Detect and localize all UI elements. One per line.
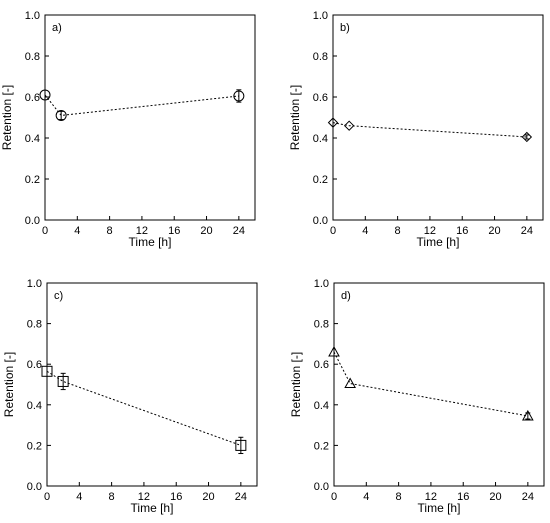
- y-tick-label: 0.0: [27, 481, 42, 493]
- y-tick-label: 0.2: [25, 174, 40, 186]
- x-tick-label: 12: [424, 225, 436, 237]
- chart-panel-3: 0.0 0.2 0.4 0.6 0.8 1.0 0 4 8 12 16 20 24 Time [h] Ret…: [2, 278, 258, 515]
- x-tick-label: 12: [136, 225, 148, 237]
- x-axis-title: Time [h]: [129, 235, 172, 249]
- y-tick-label: 0.6: [314, 359, 329, 371]
- y-axis-title: Retention [-]: [2, 352, 16, 417]
- x-tick-label: 24: [233, 225, 245, 237]
- data-point: [39, 89, 51, 101]
- y-tick-label: 0.8: [313, 51, 328, 63]
- x-axis-title: Time [h]: [417, 235, 460, 249]
- x-tick-label: 4: [362, 225, 368, 237]
- data-point: [343, 120, 355, 131]
- y-axis-title: Retention [-]: [289, 352, 303, 417]
- y-tick-label: 0.8: [314, 319, 329, 331]
- x-tick-label: 20: [488, 225, 500, 237]
- y-tick-label: 1.0: [314, 278, 329, 290]
- data-point: [55, 109, 67, 121]
- x-tick-label: 20: [489, 491, 501, 503]
- plot-frame: [44, 14, 256, 221]
- chart-panel-4: 0.0 0.2 0.4 0.6 0.8 1.0 0 4 8 12 16 20 24 Time [h] Ret…: [289, 278, 545, 515]
- x-tick-label: 8: [107, 225, 113, 237]
- x-tick-label: 4: [363, 491, 369, 503]
- y-tick-label: 1.0: [25, 10, 40, 22]
- y-tick-label: 0.8: [25, 51, 40, 63]
- x-tick-label: 4: [76, 491, 82, 503]
- panel-label: c): [54, 290, 63, 302]
- x-tick-label: 20: [200, 225, 212, 237]
- panel-label: a): [52, 22, 62, 34]
- x-tick-label: 12: [138, 491, 150, 503]
- chart-panel-2: 0.0 0.2 0.4 0.6 0.8 1.0 0 4 8 12 16 20 24 Time [h] Ret…: [288, 10, 544, 249]
- x-tick-label: 20: [202, 491, 214, 503]
- x-tick-label: 0: [331, 491, 337, 503]
- x-tick-label: 0: [44, 491, 50, 503]
- x-axis-title: Time [h]: [131, 501, 174, 515]
- data-point: [41, 365, 53, 377]
- panel-label: b): [340, 22, 350, 34]
- x-axis-title: Time [h]: [418, 501, 461, 515]
- y-tick-label: 0.4: [27, 400, 42, 412]
- x-tick-label: 0: [330, 225, 336, 237]
- y-tick-label: 0.0: [313, 215, 328, 227]
- data-point: [327, 117, 339, 128]
- plot-frame: [46, 282, 258, 487]
- y-tick-label: 0.6: [25, 92, 40, 104]
- y-tick-label: 0.0: [25, 215, 40, 227]
- x-tick-label: 24: [235, 491, 247, 503]
- x-tick-label: 4: [74, 225, 80, 237]
- series-line: [333, 351, 528, 417]
- y-axis-title: Retention [-]: [0, 85, 14, 150]
- y-tick-label: 0.8: [27, 319, 42, 331]
- y-tick-label: 0.0: [314, 481, 329, 493]
- data-point: [233, 90, 245, 102]
- x-tick-label: 12: [425, 491, 437, 503]
- data-point: [235, 439, 247, 451]
- y-axis-title: Retention [-]: [288, 85, 302, 150]
- series-line: [44, 94, 239, 116]
- data-point: [57, 375, 69, 387]
- x-tick-label: 24: [522, 491, 534, 503]
- plot-frame: [333, 282, 545, 487]
- y-tick-label: 0.2: [27, 440, 42, 452]
- panel-label: d): [341, 290, 351, 302]
- data-point: [328, 345, 340, 357]
- y-tick-label: 0.2: [313, 174, 328, 186]
- data-point: [344, 377, 357, 388]
- x-tick-label: 16: [456, 225, 468, 237]
- y-tick-label: 0.4: [313, 133, 328, 145]
- x-tick-label: 24: [521, 225, 533, 237]
- x-tick-label: 16: [168, 225, 180, 237]
- y-tick-label: 1.0: [313, 10, 328, 22]
- y-tick-label: 0.2: [314, 440, 329, 452]
- x-tick-label: 8: [396, 491, 402, 503]
- y-tick-label: 0.4: [314, 400, 329, 412]
- x-tick-label: 16: [457, 491, 469, 503]
- plot-frame: [332, 14, 544, 221]
- x-tick-label: 8: [395, 225, 401, 237]
- x-tick-label: 0: [42, 225, 48, 237]
- y-tick-label: 0.6: [27, 359, 42, 371]
- data-point: [521, 131, 533, 143]
- data-point: [521, 409, 534, 421]
- chart-panel-1: 0.0 0.2 0.4 0.6 0.8 1.0 0 4 8 12 16 20 24 Time [h] Ret…: [0, 10, 256, 249]
- series-line: [46, 370, 242, 446]
- y-tick-label: 0.4: [25, 133, 40, 145]
- x-tick-label: 8: [109, 491, 115, 503]
- y-tick-label: 1.0: [27, 278, 42, 290]
- y-tick-label: 0.6: [313, 92, 328, 104]
- x-tick-label: 16: [170, 491, 182, 503]
- series-line: [332, 122, 527, 138]
